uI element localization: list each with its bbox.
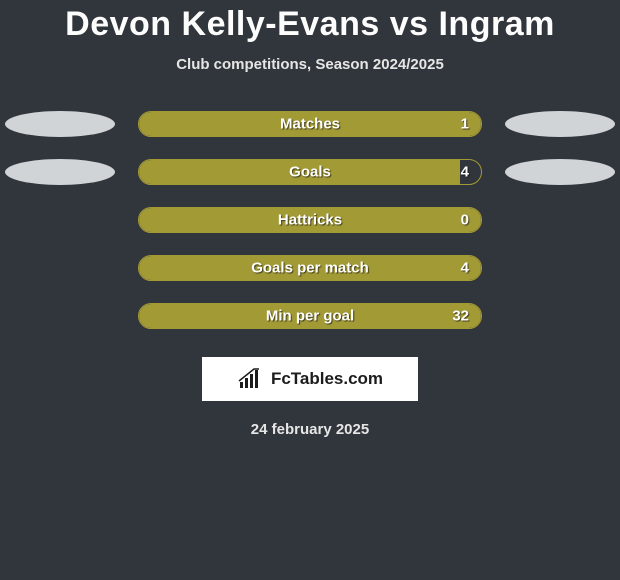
stat-row: Goals 4: [0, 159, 620, 185]
comparison-infographic: Devon Kelly-Evans vs Ingram Club competi…: [0, 0, 620, 438]
brand-text: FcTables.com: [271, 369, 383, 389]
subtitle: Club competitions, Season 2024/2025: [0, 56, 620, 73]
stat-label: Min per goal: [266, 308, 354, 325]
stat-bar: Hattricks 0: [138, 207, 482, 233]
left-side: [0, 111, 120, 137]
left-side: [0, 159, 120, 185]
stat-row: Goals per match 4: [0, 255, 620, 281]
stat-label: Hattricks: [278, 212, 342, 229]
stat-value: 1: [461, 116, 469, 133]
right-side: [500, 255, 620, 281]
right-side: [500, 159, 620, 185]
stat-bar: Goals 4: [138, 159, 482, 185]
stat-bar: Goals per match 4: [138, 255, 482, 281]
stat-value: 0: [461, 212, 469, 229]
player-ellipse-icon: [5, 111, 115, 137]
stat-bar: Min per goal 32: [138, 303, 482, 329]
stat-bar: Matches 1: [138, 111, 482, 137]
brand-badge: FcTables.com: [202, 357, 418, 401]
right-side: [500, 207, 620, 233]
stat-value: 32: [452, 308, 469, 325]
stat-label: Goals per match: [251, 260, 369, 277]
left-side: [0, 303, 120, 329]
stat-label: Matches: [280, 116, 340, 133]
right-side: [500, 303, 620, 329]
stat-value: 4: [461, 260, 469, 277]
player-ellipse-icon: [5, 159, 115, 185]
page-title: Devon Kelly-Evans vs Ingram: [0, 5, 620, 44]
stat-row: Matches 1: [0, 111, 620, 137]
stat-row: Min per goal 32: [0, 303, 620, 329]
chart-icon: [237, 368, 265, 390]
stat-label: Goals: [289, 164, 331, 181]
stat-rows: Matches 1 Goals 4 Hattricks 0 Goals per match 4…: [0, 111, 620, 329]
left-side: [0, 207, 120, 233]
stat-row: Hattricks 0: [0, 207, 620, 233]
right-side: [500, 111, 620, 137]
left-side: [0, 255, 120, 281]
player-ellipse-icon: [505, 159, 615, 185]
date-text: 24 february 2025: [0, 421, 620, 438]
stat-value: 4: [461, 164, 469, 181]
player-ellipse-icon: [505, 111, 615, 137]
